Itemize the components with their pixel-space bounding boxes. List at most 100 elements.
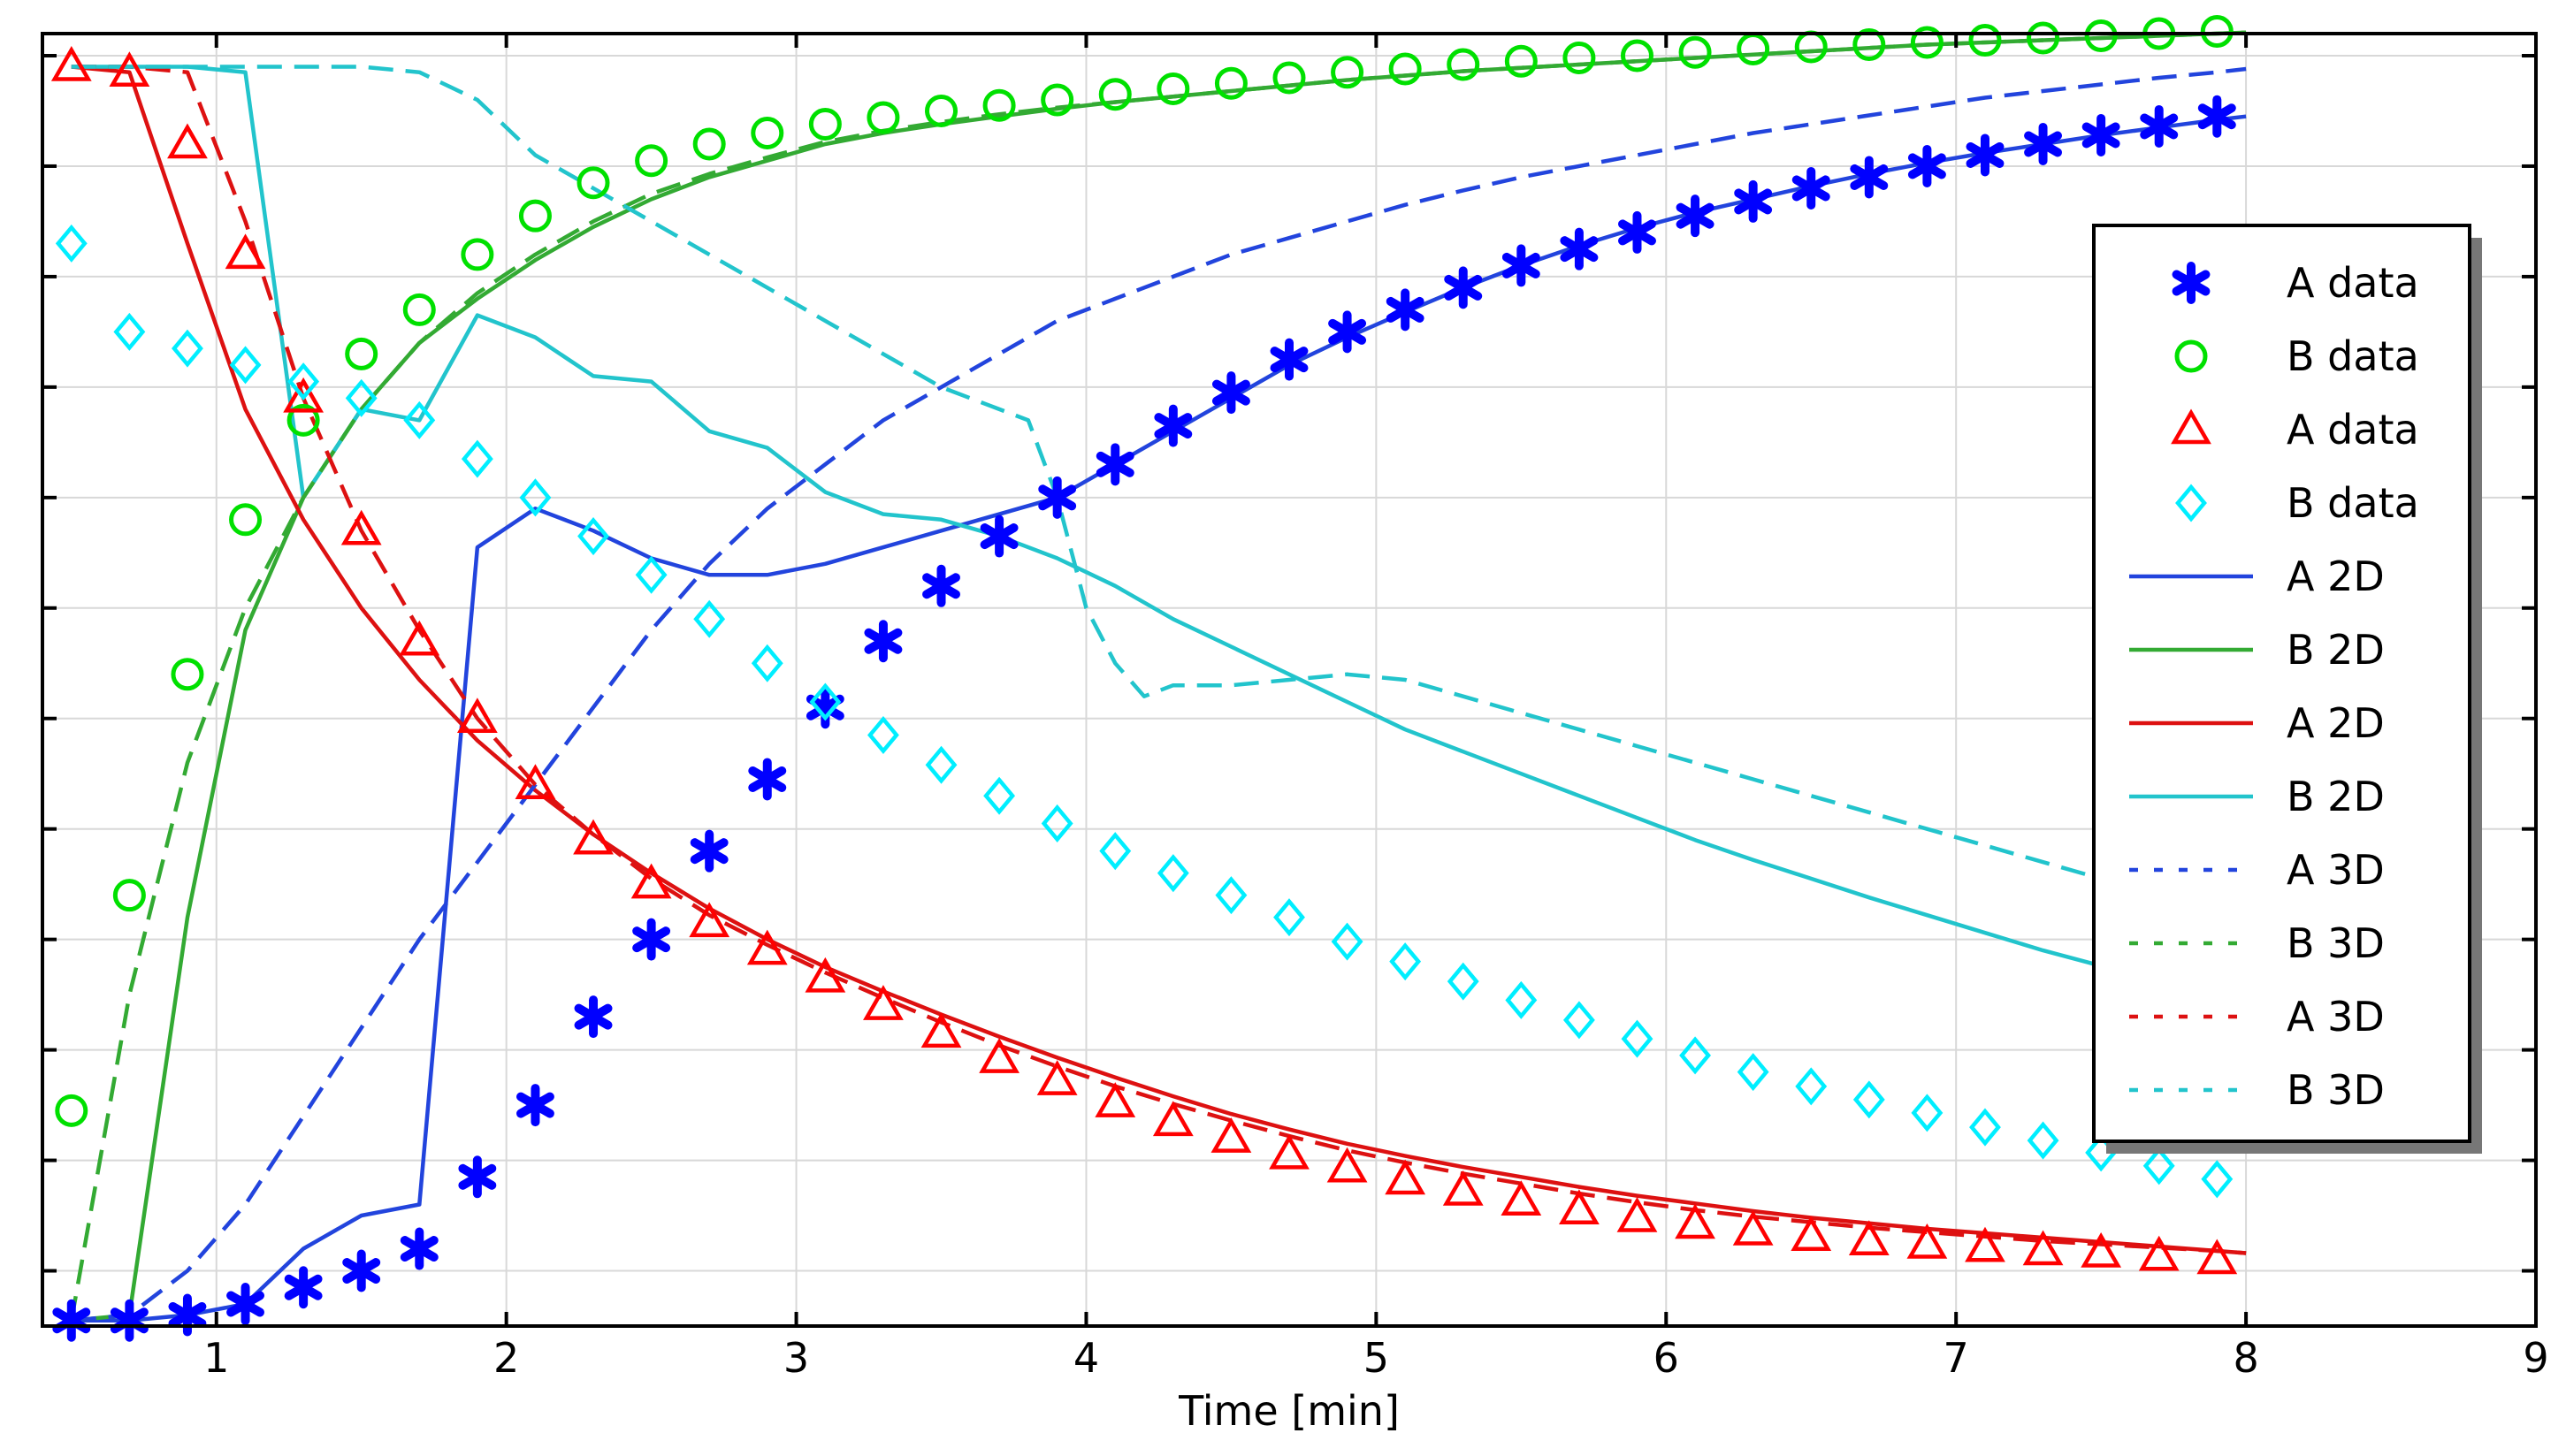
asterisk-stroke: [284, 1274, 323, 1300]
data-point: [808, 107, 842, 141]
legend-entry: A 2D: [2129, 553, 2385, 600]
data-point: [577, 517, 609, 556]
data-point: [1618, 210, 1656, 254]
data-point: [746, 929, 788, 965]
legend-label: B 3D: [2287, 1066, 2385, 1114]
asterisk-stroke: [1386, 296, 1424, 323]
data-point: [1152, 1101, 1194, 1137]
data-point: [690, 829, 729, 873]
data-point: [1036, 1060, 1078, 1095]
data-point: [1385, 1159, 1426, 1195]
data-point: [1791, 1216, 1832, 1252]
series-line: [71, 65, 2218, 997]
series-a-3d-dashed: [71, 66, 2247, 1323]
x-tick-label: 5: [1363, 1334, 1389, 1382]
asterisk-stroke: [574, 1003, 613, 1030]
legend-label: A 2D: [2287, 699, 2385, 747]
data-point: [1906, 1223, 1948, 1259]
data-point: [632, 918, 671, 961]
data-point: [340, 509, 382, 545]
data-point: [286, 403, 320, 437]
data-point: [2142, 1147, 2175, 1185]
data-point: [2022, 1230, 2064, 1266]
asterisk-stroke: [342, 1258, 381, 1284]
data-point: [1966, 133, 2005, 177]
data-point: [519, 478, 552, 517]
data-point: [1157, 854, 1189, 893]
series-b-3d-dashed: [71, 65, 2218, 909]
legend-entry: B 2D: [2129, 773, 2385, 820]
data-point: [1910, 26, 1944, 59]
asterisk-stroke: [864, 628, 903, 654]
data-point: [922, 564, 960, 607]
legend-marker: [2174, 339, 2208, 373]
x-axis-title: Time [min]: [1178, 1387, 1400, 1435]
data-point: [456, 698, 498, 733]
data-point: [573, 819, 614, 855]
data-point: [982, 88, 1016, 122]
data-point: [574, 995, 613, 1039]
data-point: [751, 116, 784, 149]
legend-box: [2092, 224, 2471, 1143]
asterisk-stroke: [2197, 103, 2236, 130]
data-point: [171, 658, 204, 691]
axes: [41, 32, 2538, 1328]
legend-label: A data: [2287, 259, 2419, 307]
data-point: [1328, 310, 1367, 354]
data-point: [1326, 1147, 1368, 1183]
legend-label: A 2D: [2287, 553, 2385, 600]
asterisk-stroke: [226, 1291, 264, 1317]
data-point: [1737, 1053, 1769, 1092]
legend-label: B 2D: [2287, 626, 2385, 674]
data-point: [748, 758, 787, 801]
legend-entry: A 3D: [2129, 993, 2385, 1041]
asterisk-stroke: [1734, 188, 1773, 215]
data-point: [518, 199, 552, 233]
data-point: [1331, 56, 1364, 89]
legend-entry: B 2D: [2129, 626, 2385, 674]
series-b-data-circle: [55, 15, 2234, 1127]
data-point: [925, 94, 958, 127]
data-point: [1210, 1117, 1252, 1153]
data-point: [1968, 23, 2002, 57]
asterisk-stroke: [1444, 274, 1483, 301]
data-point: [1442, 1170, 1484, 1206]
asterisk-stroke: [632, 926, 671, 953]
legend-entry: A 2D: [2129, 699, 2385, 747]
data-point: [283, 377, 325, 413]
data-point: [1559, 1189, 1600, 1225]
data-point: [1273, 898, 1305, 937]
data-point: [980, 515, 1019, 558]
data-point: [1562, 1001, 1595, 1040]
asterisk-stroke: [2081, 122, 2120, 149]
data-point: [1616, 1197, 1658, 1232]
data-point: [2140, 104, 2179, 148]
data-point: [1501, 244, 1540, 287]
x-tick-label: 9: [2523, 1334, 2548, 1382]
asterisk-stroke: [2172, 270, 2211, 296]
asterisk-stroke: [2140, 113, 2179, 140]
x-tick-label: 8: [2233, 1334, 2258, 1382]
asterisk-stroke: [922, 573, 960, 599]
legend-label: B 2D: [2287, 773, 2385, 820]
x-tick-label: 1: [203, 1334, 229, 1382]
asterisk-stroke: [748, 766, 787, 792]
x-tick-label: 2: [493, 1334, 519, 1382]
data-point: [172, 329, 203, 368]
legend-entry: B data: [2175, 479, 2419, 527]
data-point: [1389, 942, 1422, 981]
data-point: [1041, 804, 1073, 842]
data-point: [1038, 476, 1077, 519]
data-point: [461, 439, 493, 478]
data-point: [1270, 338, 1309, 381]
data-point: [1560, 227, 1599, 271]
asterisk-stroke: [1501, 252, 1540, 278]
data-point: [1331, 922, 1363, 961]
data-point: [635, 555, 668, 594]
plot-frame: [41, 32, 2538, 1328]
asterisk-stroke: [1966, 141, 2005, 168]
series-line: [71, 65, 2218, 909]
data-point: [1675, 1203, 1715, 1239]
series-line: [69, 30, 2247, 1322]
